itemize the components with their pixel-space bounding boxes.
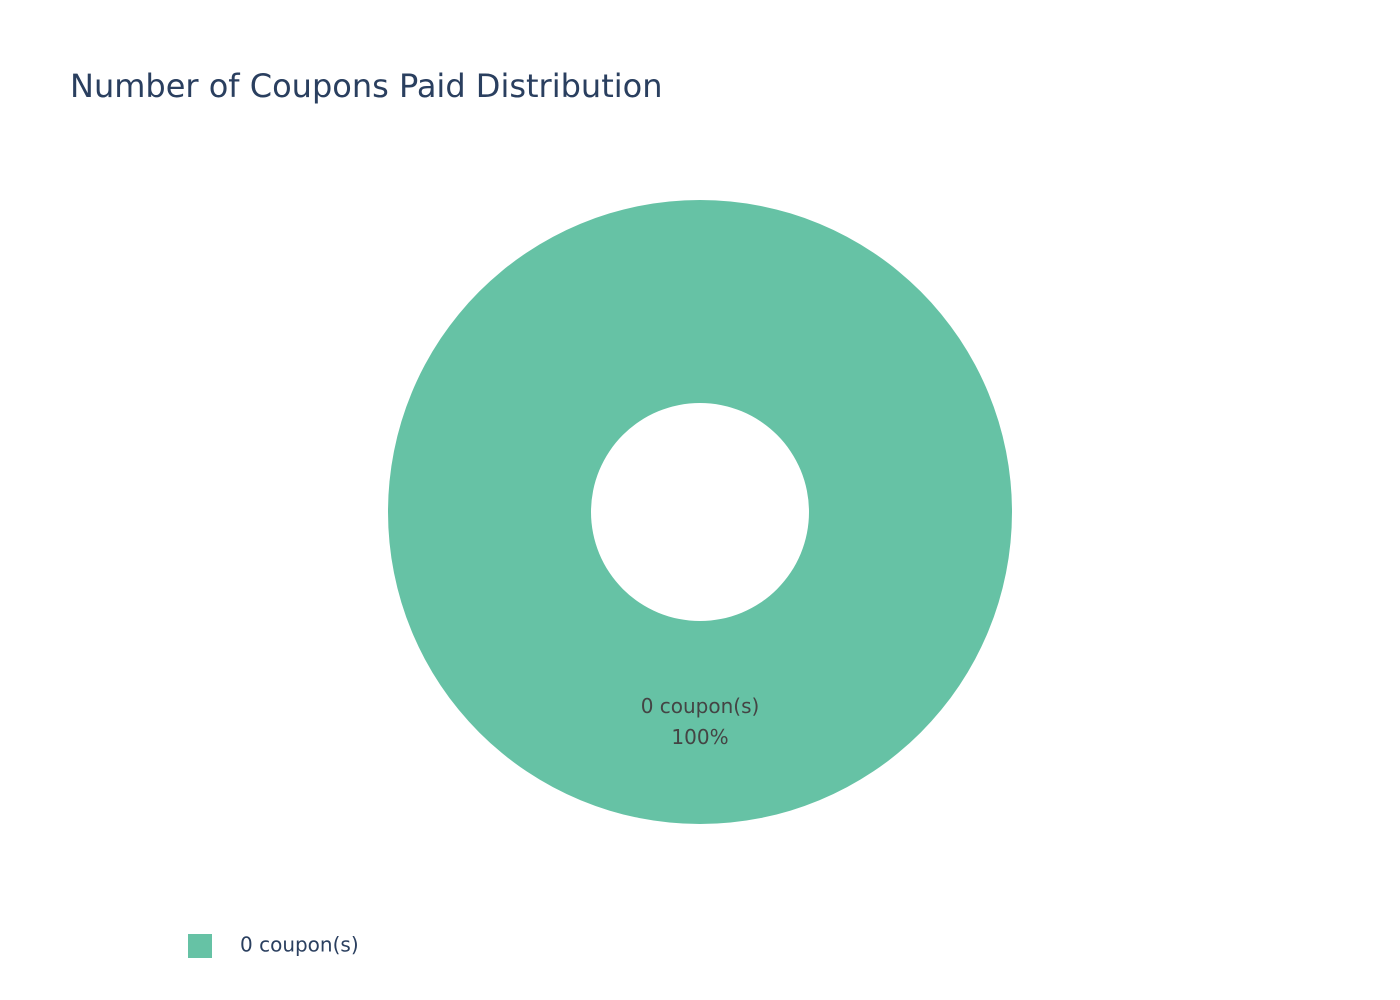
legend-label: 0 coupon(s) xyxy=(240,933,359,957)
slice-label: 0 coupon(s) xyxy=(641,694,760,718)
donut-slice xyxy=(388,200,1012,824)
slice-value-label: 100% xyxy=(671,725,728,749)
chart-title: Number of Coupons Paid Distribution xyxy=(70,67,662,105)
legend-swatch xyxy=(188,934,212,958)
